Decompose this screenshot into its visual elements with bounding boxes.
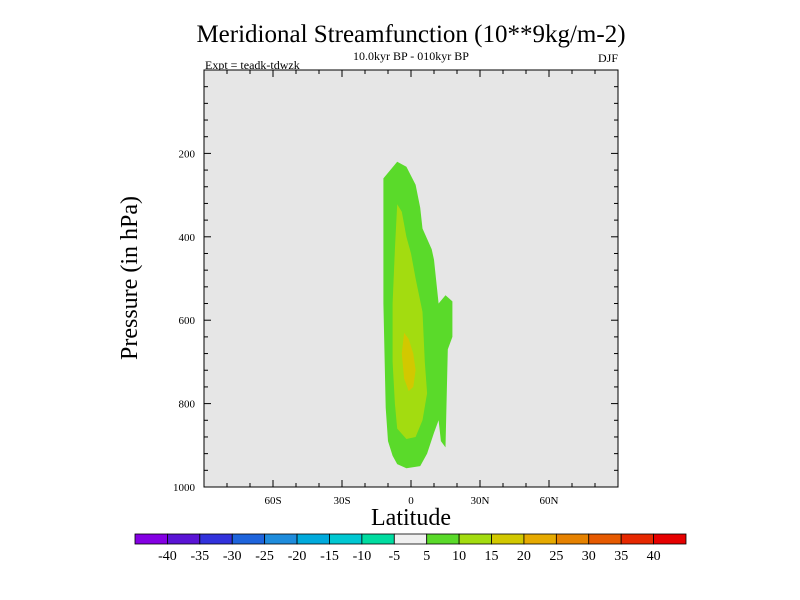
contour-layer — [383, 161, 453, 469]
colorbar-label: -10 — [353, 549, 372, 564]
colorbar-label: 20 — [517, 549, 531, 564]
colorbar-swatch — [361, 533, 395, 545]
colorbar-label: -40 — [158, 549, 177, 564]
x-axis-label: Latitude — [371, 505, 451, 531]
colorbar-label: -30 — [223, 549, 242, 564]
colorbar-swatch — [426, 533, 460, 545]
y-tick-label: 800 — [179, 399, 196, 411]
colorbar-swatch — [458, 533, 492, 545]
colorbar-label: -20 — [288, 549, 307, 564]
colorbar-label: -5 — [388, 549, 400, 564]
y-tick-label: 600 — [179, 315, 196, 327]
colorbar-label: -15 — [320, 549, 339, 564]
chart-subtitle-season: DJF — [598, 51, 618, 65]
y-tick-label: 400 — [179, 232, 196, 244]
colorbar-swatch — [199, 533, 233, 545]
colorbar-swatch — [523, 533, 557, 545]
colorbar-label: 30 — [582, 549, 596, 564]
colorbar: -40 -35 -30 -25 -20 -15 -10 -5 5 10 15 20 25 30 35 40 — [134, 533, 687, 564]
colorbar-label: 5 — [423, 549, 430, 564]
colorbar-swatch — [491, 533, 525, 545]
chart-title: Meridional Streamfunction (10**9kg/m-2) — [196, 21, 625, 48]
x-tick-label: 60N — [540, 495, 559, 507]
colorbar-swatch — [588, 533, 622, 545]
colorbar-swatch — [296, 533, 330, 545]
contour-fill-20 — [401, 332, 416, 392]
x-tick-label: 30N — [471, 495, 490, 507]
colorbar-label: -35 — [190, 549, 209, 564]
chart-subtitle-experiment: Expt = teadk-tdwzk — [205, 58, 300, 72]
colorbar-swatch — [393, 533, 428, 545]
colorbar-swatch — [231, 533, 266, 545]
tick-layer: 60S 30S 0 30N 60N 200 400 600 800 1000 — [173, 70, 618, 507]
colorbar-swatch — [167, 533, 201, 545]
x-tick-label: 0 — [408, 495, 414, 507]
colorbar-swatch — [329, 533, 363, 545]
y-axis-label: Pressure (in hPa) — [117, 196, 143, 360]
x-tick-label: 60S — [264, 495, 281, 507]
colorbar-swatch — [620, 533, 654, 545]
colorbar-swatch — [653, 533, 687, 545]
colorbar-label: 10 — [452, 549, 466, 564]
colorbar-label: -25 — [255, 549, 274, 564]
y-tick-label: 200 — [179, 148, 196, 160]
colorbar-label: 15 — [485, 549, 499, 564]
colorbar-swatch — [134, 533, 168, 545]
colorbar-label: 25 — [549, 549, 563, 564]
colorbar-label: 35 — [614, 549, 628, 564]
x-tick-label: 30S — [333, 495, 350, 507]
contour-fill-10 — [392, 204, 428, 439]
colorbar-swatch — [555, 533, 590, 545]
colorbar-label: 40 — [647, 549, 661, 564]
y-tick-label: 1000 — [173, 482, 196, 494]
colorbar-swatch — [264, 533, 298, 545]
chart-subtitle-period: 10.0kyr BP - 010kyr BP — [353, 49, 469, 63]
